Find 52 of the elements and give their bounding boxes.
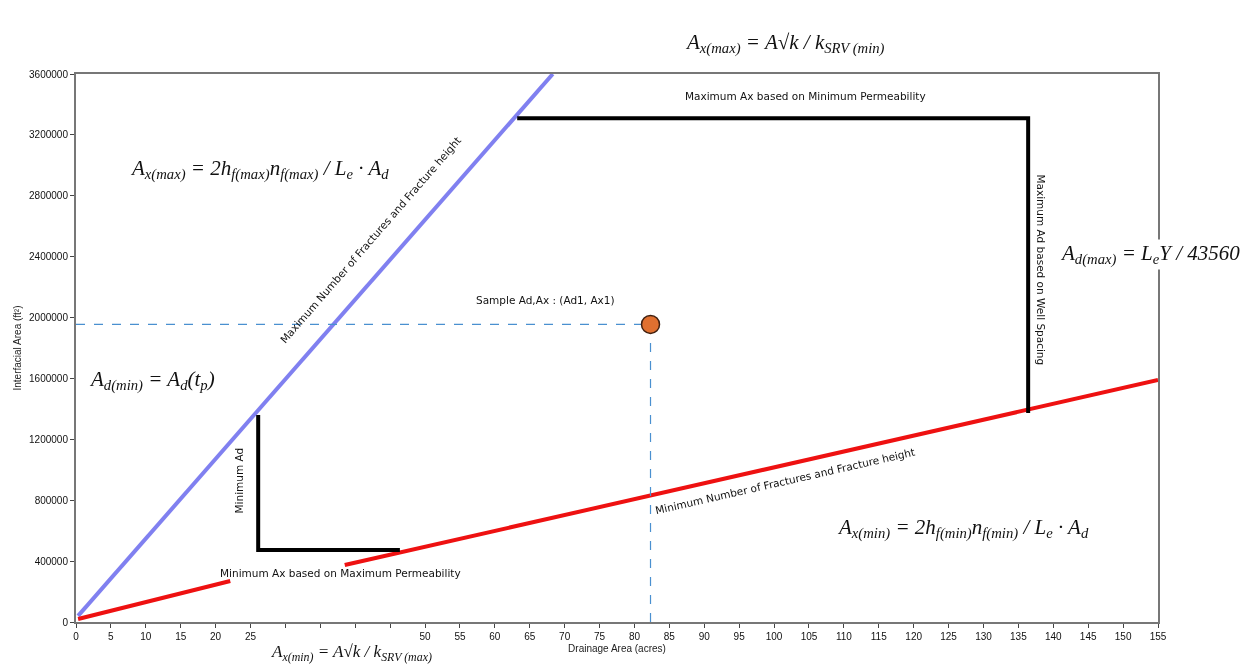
x-tick-label: 145: [1079, 631, 1097, 642]
text: A$_{x(min)}$ = 2h$_{f(min)}$n$_{f(min)}$ / L$_{e}$ · A$_{d}$: [839, 515, 1089, 542]
x-tick-label: 25: [244, 631, 257, 642]
x-tick-label: 140: [1044, 631, 1063, 642]
annotation: Minimum Ax based on Maximum Permeability: [220, 567, 461, 579]
x-tick-label: 110: [835, 631, 853, 642]
x-tick-label: 70: [559, 631, 571, 642]
x-tick-label: 60: [489, 631, 501, 642]
x-tick-label: 135: [1010, 631, 1028, 642]
x-tick-label: 15: [175, 631, 187, 642]
annotation: A$_{d(max)}$ = L$_{e}$Y / 43560: [1060, 241, 1241, 269]
y-tick-label: 0: [62, 616, 69, 628]
x-tick-label: 0: [73, 631, 80, 642]
y-tick-label: 400000: [34, 555, 69, 567]
x-tick-label: 150: [1114, 631, 1132, 642]
annotation: A$_{d(min)}$ = A$_{d}$(t$_{p}$): [89, 367, 215, 395]
x-tick-label: 120: [905, 631, 923, 642]
x-tick-label: 130: [975, 631, 993, 642]
y-tick-label: 2000000: [29, 312, 69, 324]
x-tick-label: 80: [628, 631, 641, 642]
x-tick-label: 155: [1149, 631, 1167, 642]
annotation: Minimum Number of Fractures and Fracture height: [654, 445, 917, 517]
x-tick-label: 100: [765, 631, 783, 642]
x-tick-label: 125: [940, 631, 958, 642]
x-tick-label: 95: [733, 631, 746, 642]
x-tick-label: 50: [419, 631, 432, 642]
text: A$_{x(min)}$ = A√k / k$_{SRV (max)}$: [271, 642, 432, 664]
x-tick-label: 55: [454, 631, 466, 642]
text: A$_{x(max)}$ = 2h$_{f(max)}$n$_{f(max)}$ / L$_{e}$ · A$_{d}$: [132, 156, 389, 183]
x-tick-label: 90: [698, 631, 711, 642]
x-tick-label: 5: [108, 631, 115, 642]
annotation: Minimum Ad: [233, 447, 246, 514]
annotation: Maximum Ad based on Well Spacing: [1034, 174, 1047, 366]
y-axis-title: Interfacial Area (ft²): [11, 305, 23, 391]
x-axis-title: Drainage Area (acres): [568, 643, 666, 654]
annotation: Maximum Ax based on Minimum Permeability: [685, 90, 926, 102]
x-tick-label: 105: [800, 631, 818, 642]
y-tick-label: 800000: [34, 494, 69, 506]
x-tick-label: 75: [593, 631, 606, 642]
annotation: Sample Ad,Ax : (Ad1, Ax1): [476, 294, 615, 306]
y-tick-label: 3600000: [29, 68, 69, 80]
x-tick-label: 20: [210, 631, 222, 642]
y-tick-label: 1200000: [29, 433, 69, 445]
x-tick-label: 10: [140, 631, 152, 642]
y-tick-label: 2400000: [29, 251, 69, 263]
x-tick-label: 115: [870, 631, 888, 642]
y-tick-label: 2800000: [29, 190, 69, 202]
x-tick-label: 85: [663, 631, 676, 642]
text: A$_{x(max)}$ = A√k / k$_{SRV (min)}$: [685, 30, 885, 58]
y-tick-label: 1600000: [29, 372, 69, 384]
x-tick-label: 65: [524, 631, 536, 642]
y-tick-label: 3200000: [29, 129, 69, 141]
